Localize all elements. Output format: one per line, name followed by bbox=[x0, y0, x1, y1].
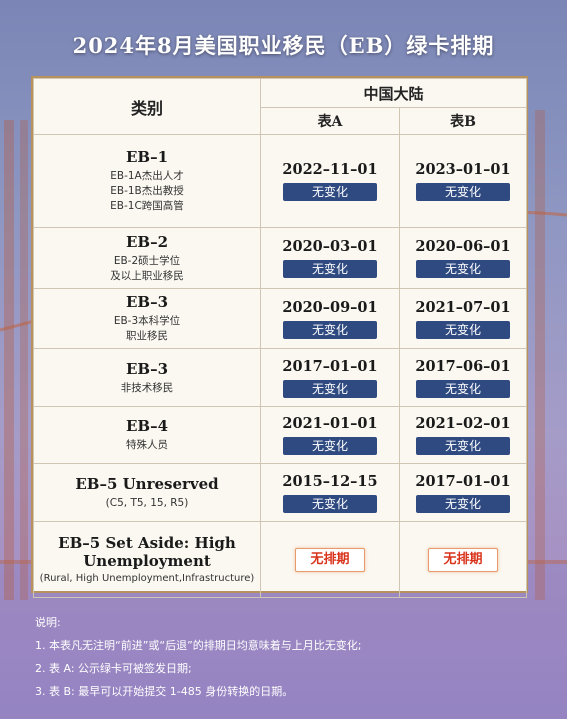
category-name: EB–2 bbox=[125, 232, 169, 251]
date-b: 2017–06–01 bbox=[415, 357, 511, 375]
date-b: 2023–01–01 bbox=[415, 161, 511, 178]
category-desc: (Rural, High Unemployment,Infrastructure… bbox=[39, 572, 255, 584]
category-cell: EB–5 Unreserved (C5, T5, 15, R5) bbox=[33, 463, 261, 522]
table-row: EB–5 Unreserved (C5, T5, 15, R5) 2015–12… bbox=[33, 463, 528, 522]
category-cell: EB–3 EB-3本科学位 职业移民 bbox=[33, 288, 261, 349]
table-a-cell: 2021–01–01 无变化 bbox=[260, 406, 400, 464]
table-row: EB–3 非技术移民 2017–01–01 无变化 2017–06–01 无变化 bbox=[33, 348, 528, 407]
date-a: 2015–12–15 bbox=[282, 472, 378, 490]
category-cell: EB–1 EB-1A杰出人才 EB-1B杰出教授 EB-1C跨国高管 bbox=[33, 134, 261, 228]
category-desc: 及以上职业移民 bbox=[110, 269, 184, 282]
category-name: EB–3 bbox=[125, 293, 169, 311]
status-badge: 无变化 bbox=[416, 437, 510, 455]
table-a-cell: 2015–12–15 无变化 bbox=[260, 463, 400, 522]
note-item: 1. 本表凡无注明“前进”或“后退”的排期日均意味着与上月比无变化; bbox=[35, 639, 362, 652]
no-wait-badge: 无排期 bbox=[295, 547, 365, 572]
table-b-cell: 2017–06–01 无变化 bbox=[398, 348, 528, 407]
date-a: 2021–01–01 bbox=[282, 415, 378, 432]
date-a: 2022–11–01 bbox=[282, 161, 378, 178]
status-badge: 无变化 bbox=[416, 494, 510, 513]
category-cell: EB–4 特殊人员 bbox=[33, 406, 261, 464]
date-b: 2021–07–01 bbox=[415, 298, 511, 316]
status-badge: 无变化 bbox=[283, 183, 377, 201]
status-badge: 无变化 bbox=[283, 494, 377, 513]
table-row: EB–4 特殊人员 2021–01–01 无变化 2021–02–01 无变化 bbox=[33, 406, 528, 464]
date-a: 2020–03–01 bbox=[282, 238, 378, 255]
no-wait-badge: 无排期 bbox=[428, 547, 498, 572]
visa-bulletin-table: 类别 中国大陆 表A 表B EB–1 EB-1A杰出人才 EB-1B杰出教授 E… bbox=[31, 76, 528, 598]
category-desc: EB-1A杰出人才 bbox=[110, 170, 184, 182]
table-row: EB–1 EB-1A杰出人才 EB-1B杰出教授 EB-1C跨国高管 2022–… bbox=[33, 134, 528, 228]
header-region: 中国大陆 bbox=[259, 78, 528, 108]
status-badge: 无变化 bbox=[416, 183, 510, 201]
category-name: EB–1 bbox=[125, 148, 169, 166]
category-name: EB–5 Unreserved bbox=[75, 474, 219, 493]
date-b: 2021–02–01 bbox=[415, 415, 511, 432]
note-item: 3. 表 B: 最早可以开始提交 1-485 身份转换的日期。 bbox=[35, 685, 294, 698]
category-desc: EB-2硕士学位 bbox=[113, 254, 181, 267]
header-table-a: 表A bbox=[260, 107, 400, 135]
category-desc: EB-1C跨国高管 bbox=[110, 200, 184, 212]
table-row: EB–5 Set Aside: High Unemployment (Rural… bbox=[33, 521, 528, 598]
status-badge: 无变化 bbox=[283, 320, 377, 339]
category-name: EB–3 bbox=[125, 359, 169, 378]
status-badge: 无变化 bbox=[283, 260, 377, 278]
date-b: 2020–06–01 bbox=[415, 238, 511, 255]
category-cell: EB–5 Set Aside: High Unemployment (Rural… bbox=[33, 521, 261, 598]
table-row: EB–3 EB-3本科学位 职业移民 2020–09–01 无变化 2021–0… bbox=[33, 288, 528, 349]
category-cell: EB–3 非技术移民 bbox=[33, 348, 261, 407]
table-a-cell: 2022–11–01 无变化 bbox=[260, 134, 400, 228]
page-title: 2024年8月美国职业移民（EB）绿卡排期 bbox=[72, 33, 495, 58]
table-b-cell: 2021–02–01 无变化 bbox=[398, 406, 528, 464]
category-cell: EB–2 EB-2硕士学位 及以上职业移民 bbox=[33, 227, 261, 289]
category-name: Unemployment bbox=[83, 551, 211, 570]
header-table-b: 表B bbox=[398, 107, 528, 135]
notes-section: 说明: 1. 本表凡无注明“前进”或“后退”的排期日均意味着与上月比无变化; 2… bbox=[35, 611, 555, 703]
table-b-cell: 无排期 bbox=[398, 521, 528, 598]
category-desc: EB-3本科学位 bbox=[113, 315, 181, 327]
date-a: 2020–09–01 bbox=[282, 298, 378, 316]
table-a-cell: 2020–09–01 无变化 bbox=[260, 288, 400, 349]
table-b-cell: 2023–01–01 无变化 bbox=[398, 134, 528, 228]
status-badge: 无变化 bbox=[283, 379, 377, 398]
table-b-cell: 2020–06–01 无变化 bbox=[398, 227, 528, 289]
category-desc: 非技术移民 bbox=[120, 381, 174, 394]
category-desc: 特殊人员 bbox=[126, 439, 168, 451]
header-category: 类别 bbox=[33, 78, 261, 135]
table-a-cell: 2017–01–01 无变化 bbox=[260, 348, 400, 407]
category-desc: EB-1B杰出教授 bbox=[110, 185, 184, 197]
date-a: 2017–01–01 bbox=[282, 357, 378, 375]
table-a-cell: 无排期 bbox=[260, 521, 400, 598]
status-badge: 无变化 bbox=[416, 379, 510, 398]
category-desc: 职业移民 bbox=[126, 330, 168, 342]
category-name: EB–5 Set Aside: High bbox=[58, 533, 236, 552]
table-a-cell: 2020–03–01 无变化 bbox=[260, 227, 400, 289]
date-b: 2017–01–01 bbox=[415, 472, 511, 490]
status-badge: 无变化 bbox=[416, 260, 510, 278]
table-b-cell: 2021–07–01 无变化 bbox=[398, 288, 528, 349]
status-badge: 无变化 bbox=[283, 437, 377, 455]
table-b-cell: 2017–01–01 无变化 bbox=[398, 463, 528, 522]
note-item: 2. 表 A: 公示绿卡可被签发日期; bbox=[35, 662, 192, 675]
category-desc: (C5, T5, 15, R5) bbox=[105, 496, 189, 509]
notes-heading: 说明: bbox=[35, 616, 61, 629]
status-badge: 无变化 bbox=[416, 320, 510, 339]
table-row: EB–2 EB-2硕士学位 及以上职业移民 2020–03–01 无变化 202… bbox=[33, 227, 528, 289]
category-name: EB–4 bbox=[125, 417, 169, 435]
